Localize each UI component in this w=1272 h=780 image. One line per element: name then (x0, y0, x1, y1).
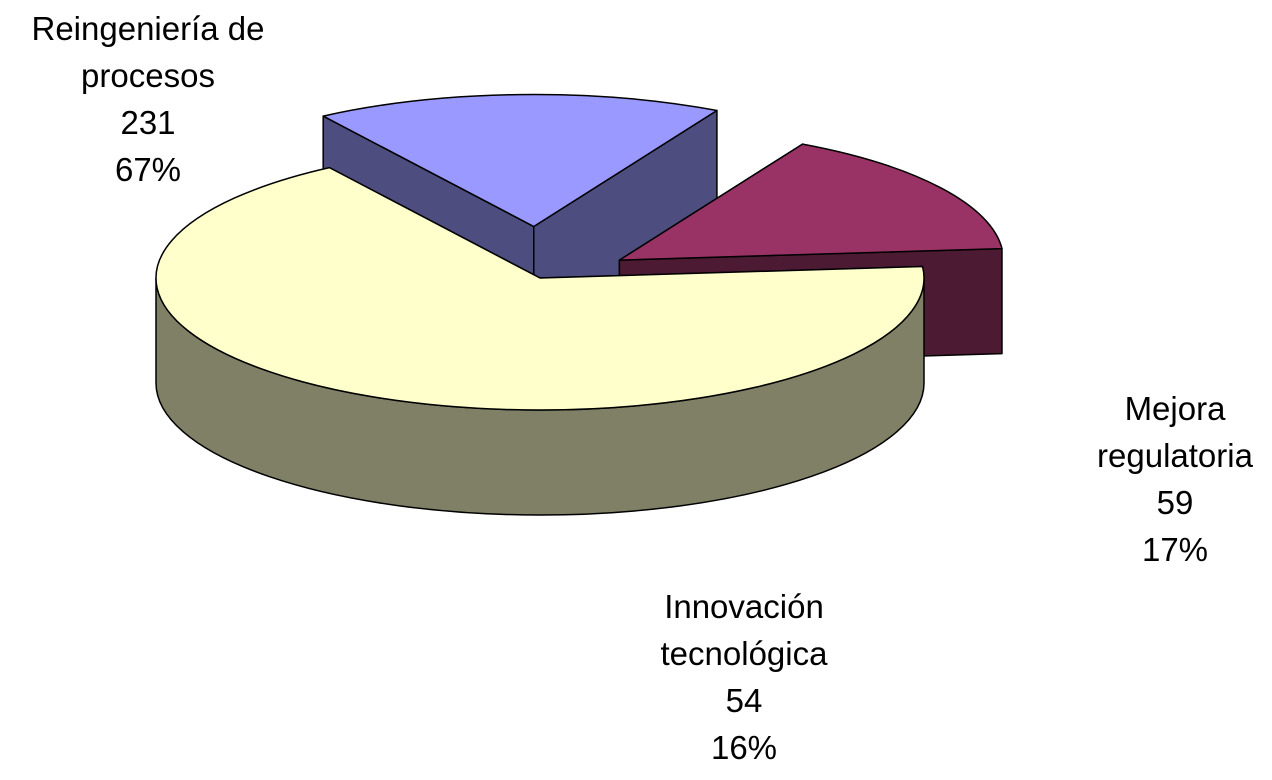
slice-label-value-mejora-regulatoria: 59 (1157, 484, 1194, 521)
slice-label-value-innovacion-tecnologica: 54 (726, 682, 763, 719)
slice-label-reingenieria-de-procesos: Reingeniería de procesos 231 67% (32, 10, 265, 188)
slice-label-category-innovacion-tecnologica: Innovación (664, 588, 824, 625)
slice-label-percent-mejora-regulatoria: 17% (1142, 531, 1208, 568)
slice-label-percent-innovacion-tecnologica: 16% (711, 729, 777, 766)
slice-top-innovacion-tecnologica (618, 143, 1003, 261)
slice-label-category-innovacion-tecnologica: tecnológica (661, 635, 829, 672)
slice-label-percent-reingenieria-de-procesos: 67% (115, 151, 181, 188)
slice-labels: Reingeniería de procesos 231 67% Mejora regul… (32, 10, 1254, 766)
pie-slice-reingenieria-de-procesos (155, 166, 925, 516)
slice-label-value-reingenieria-de-procesos: 231 (120, 104, 175, 141)
slice-label-mejora-regulatoria: Mejora regulatoria 59 17% (1097, 390, 1254, 568)
slice-top-mejora-regulatoria (322, 93, 718, 228)
slice-label-innovacion-tecnologica: Innovación tecnológica 54 16% (661, 588, 829, 766)
slice-label-category-reingenieria-de-procesos: Reingeniería de (32, 10, 265, 47)
slice-label-category-mejora-regulatoria: regulatoria (1097, 437, 1254, 474)
slice-top-reingenieria-de-procesos (155, 166, 925, 411)
pie-slices (155, 93, 1003, 516)
slice-label-category-reingenieria-de-procesos: procesos (81, 57, 215, 94)
slice-label-category-mejora-regulatoria: Mejora (1125, 390, 1227, 427)
